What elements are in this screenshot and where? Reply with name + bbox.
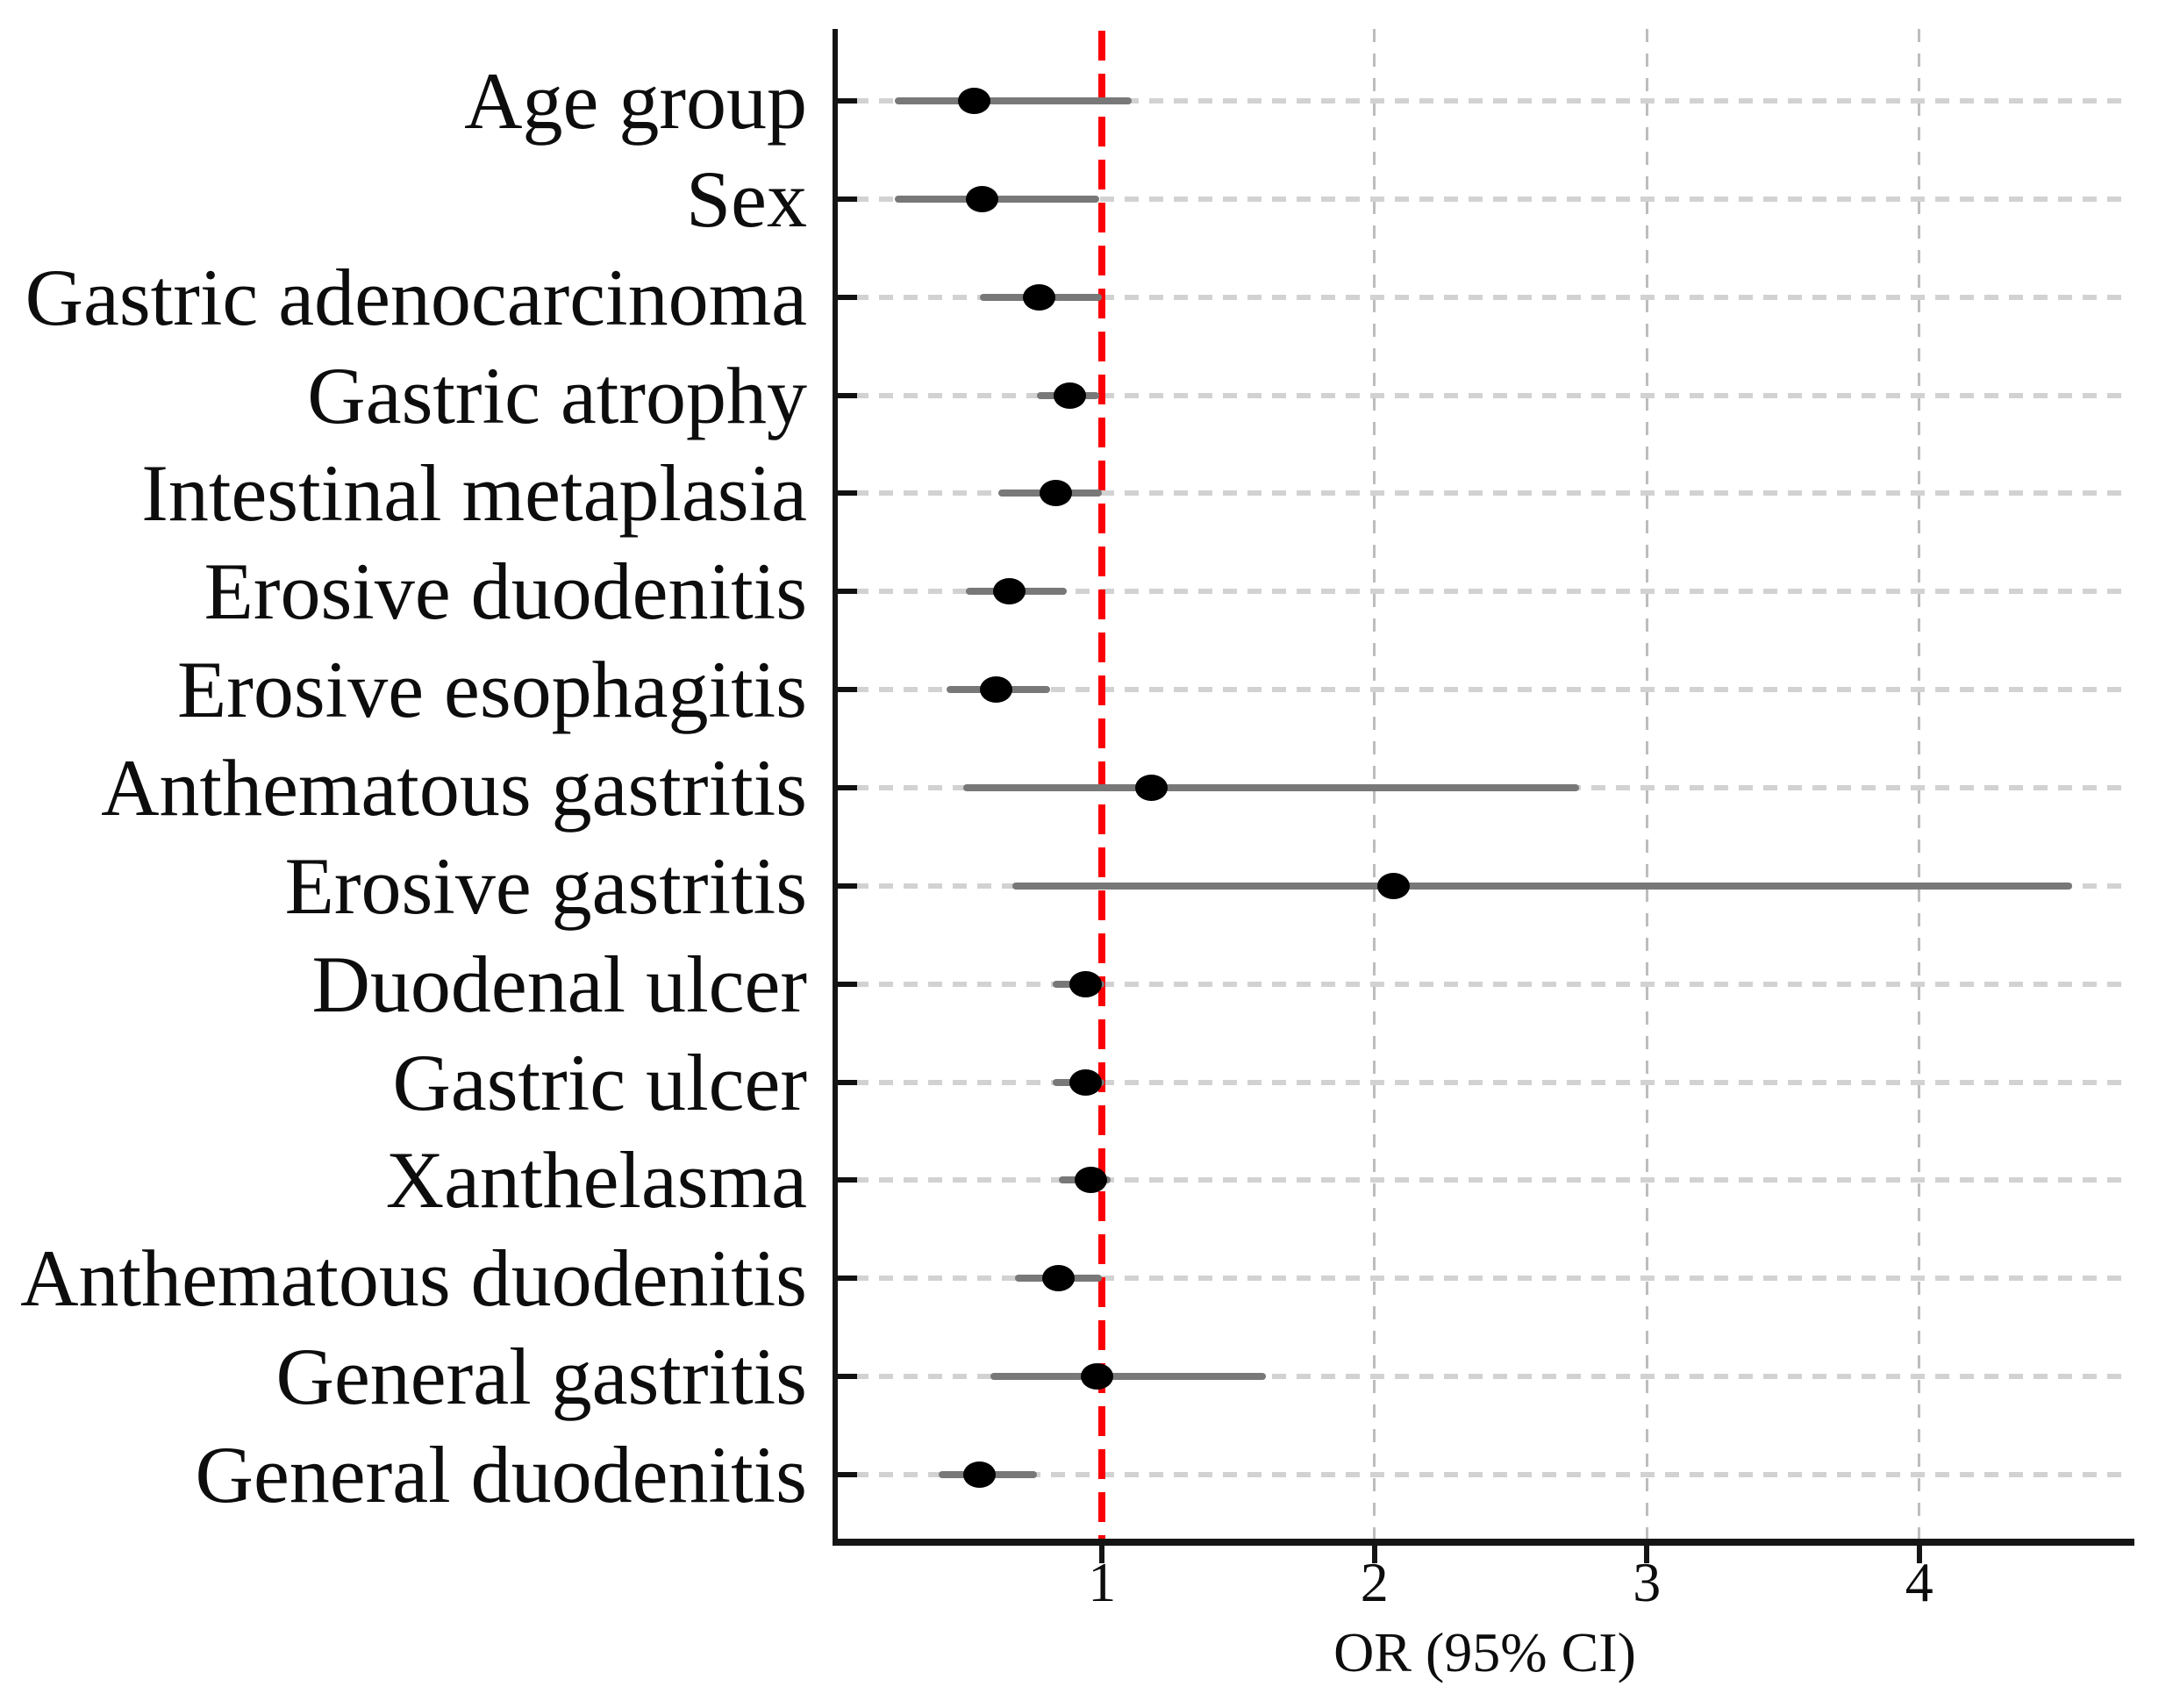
category-label: Intestinal metaplasia xyxy=(141,448,807,539)
x-tick-label: 3 xyxy=(1633,1551,1662,1613)
or-point xyxy=(1042,1265,1076,1292)
or-point xyxy=(1080,1363,1113,1390)
x-tick-label: 2 xyxy=(1360,1551,1389,1613)
category-label: Sex xyxy=(686,154,807,244)
y-axis-tick xyxy=(833,1374,857,1380)
row-gridline xyxy=(854,392,2129,398)
ci-bar xyxy=(895,97,1133,104)
row-gridline xyxy=(854,294,2129,300)
or-point xyxy=(1039,480,1072,507)
category-labels-column: Age group Sex Gastric adenocarcinoma Gastri… xyxy=(0,0,807,1708)
plot-area xyxy=(833,29,2134,1563)
row-gridline xyxy=(854,1276,2129,1282)
row-gridline xyxy=(854,1471,2129,1477)
y-axis-tick xyxy=(833,883,857,889)
or-point xyxy=(1053,382,1086,409)
or-point xyxy=(957,88,990,114)
row-gridline xyxy=(854,490,2129,497)
y-axis-line xyxy=(833,29,838,1546)
or-point xyxy=(993,578,1026,605)
category-label: Erosive gastritis xyxy=(284,840,807,931)
y-axis-tick xyxy=(833,294,857,300)
category-label: Duodenal ulcer xyxy=(311,939,807,1029)
y-axis-tick xyxy=(833,1471,857,1477)
y-axis-tick xyxy=(833,784,857,790)
row-gridline xyxy=(854,687,2129,693)
ci-bar xyxy=(1011,882,2072,890)
row-gridline xyxy=(854,1177,2129,1183)
row-gridline xyxy=(854,1079,2129,1085)
category-label: Gastric atrophy xyxy=(307,350,807,440)
row-gridline xyxy=(854,98,2129,104)
category-label: Erosive esophagitis xyxy=(177,645,807,735)
y-axis-tick xyxy=(833,1177,857,1183)
row-gridline xyxy=(854,196,2129,202)
category-label: General duodenitis xyxy=(195,1429,807,1519)
or-point xyxy=(1023,283,1056,311)
or-point xyxy=(1069,970,1103,997)
y-axis-tick xyxy=(833,392,857,398)
category-label: General gastritis xyxy=(275,1332,807,1422)
category-label: Anthematous gastritis xyxy=(101,742,807,833)
x-axis-tick xyxy=(1916,1546,1922,1563)
or-point xyxy=(966,185,999,212)
y-axis-tick xyxy=(833,1276,857,1282)
y-axis-tick xyxy=(833,981,857,987)
y-axis-tick xyxy=(833,98,857,104)
x-axis-tick xyxy=(1644,1546,1650,1563)
x-axis-tick xyxy=(1371,1546,1377,1563)
y-axis-tick xyxy=(833,1079,857,1085)
x-tick-label: 1 xyxy=(1088,1551,1117,1613)
ci-bar xyxy=(990,1373,1266,1381)
or-point xyxy=(1134,774,1168,801)
x-tick-label: 4 xyxy=(1905,1551,1933,1613)
category-label: Erosive duodenitis xyxy=(204,547,807,637)
category-label: Gastric adenocarcinoma xyxy=(25,252,807,342)
or-point xyxy=(1069,1068,1103,1096)
category-label: Age group xyxy=(464,56,807,146)
or-point xyxy=(1376,872,1410,899)
row-gridline xyxy=(854,981,2129,987)
x-axis-line xyxy=(833,1539,2134,1546)
row-gridline xyxy=(854,589,2129,595)
y-axis-tick xyxy=(833,589,857,595)
y-axis-tick xyxy=(833,196,857,202)
or-point xyxy=(979,676,1012,704)
x-axis-title: OR (95% CI) xyxy=(1333,1621,1636,1683)
category-label: Xanthelasma xyxy=(385,1135,807,1226)
x-axis-tick xyxy=(1099,1546,1105,1563)
ci-bar xyxy=(962,783,1579,791)
y-axis-tick xyxy=(833,687,857,693)
row-gridline xyxy=(854,1374,2129,1380)
y-axis-tick xyxy=(833,490,857,497)
or-point xyxy=(1075,1167,1108,1194)
category-label: Gastric ulcer xyxy=(392,1037,807,1127)
category-label: Anthematous duodenitis xyxy=(20,1233,807,1324)
or-point xyxy=(963,1461,997,1488)
